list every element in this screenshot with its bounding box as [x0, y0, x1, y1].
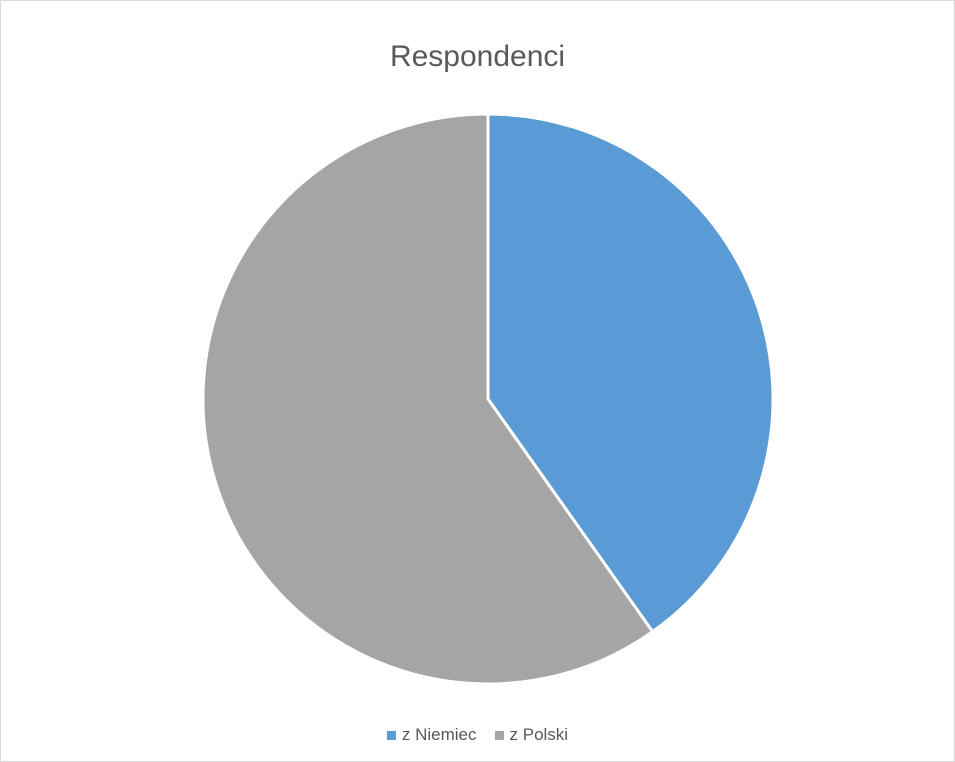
- pie-slice-z-niemiec: [486, 112, 775, 634]
- legend-swatch-z-polski: [494, 730, 504, 740]
- legend: z Niemiec z Polski: [1, 725, 954, 745]
- legend-label-z-polski: z Polski: [509, 725, 569, 744]
- legend-item-z-niemiec: z Niemiec: [386, 725, 477, 745]
- pie-slices: [201, 112, 775, 686]
- chart-title: Respondenci: [389, 40, 566, 73]
- legend-swatch-z-niemiec: [386, 730, 396, 740]
- legend-label-z-niemiec: z Niemiec: [401, 725, 477, 744]
- legend-item-z-polski: z Polski: [494, 725, 569, 745]
- pie-slice-z-polski: [201, 112, 655, 686]
